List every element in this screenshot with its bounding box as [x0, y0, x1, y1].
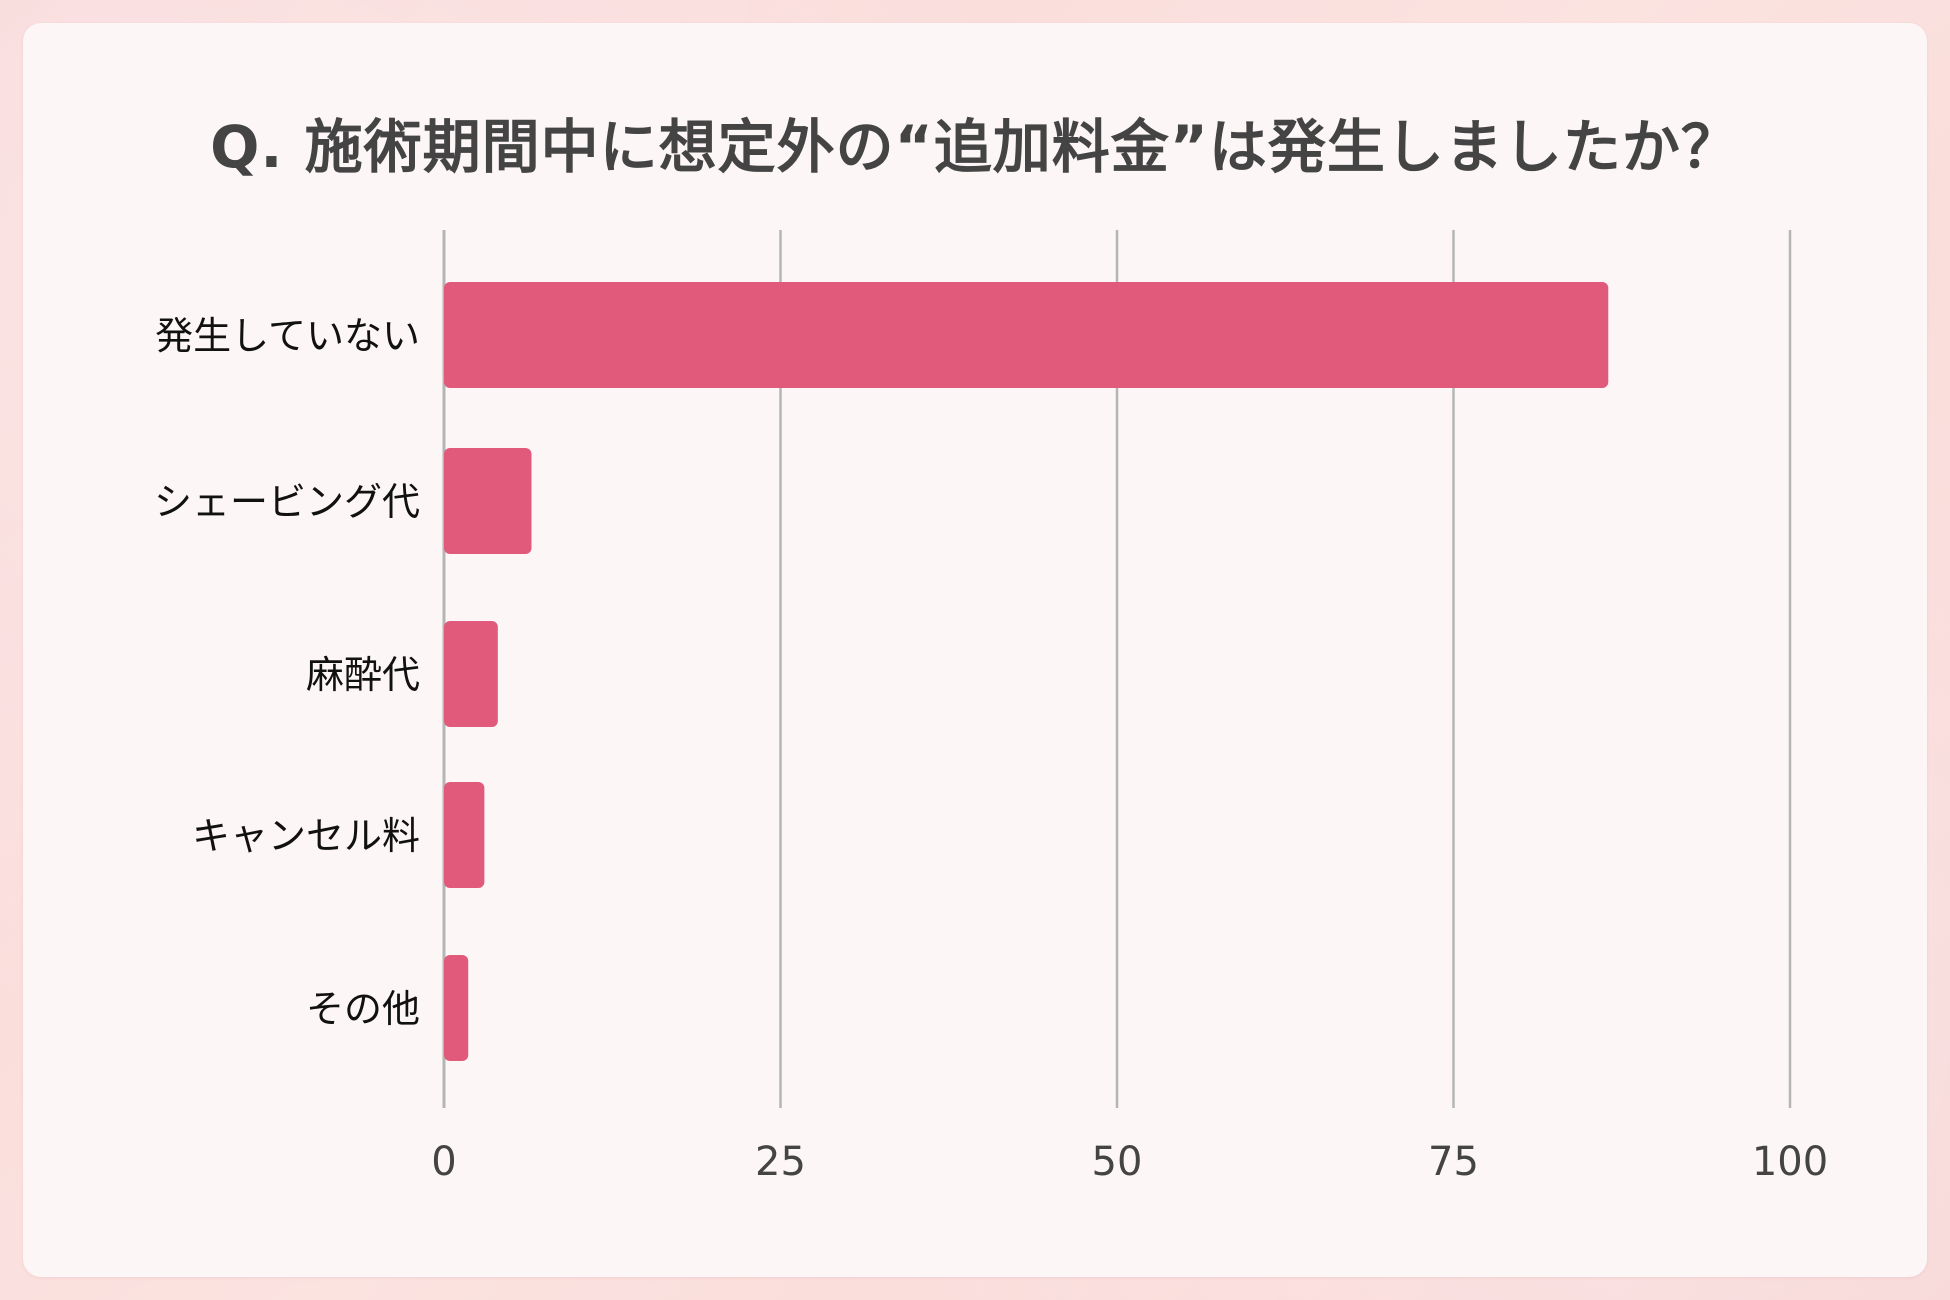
bar	[444, 782, 485, 888]
bar	[444, 282, 1609, 388]
chart-card	[23, 23, 1927, 1277]
category-label: 麻酔代	[306, 653, 420, 697]
chart-title: Q. 施術期間中に想定外の“追加料金”は発生しましたか？	[210, 113, 1740, 181]
category-label: キャンセル料	[192, 814, 420, 858]
category-label: その他	[306, 987, 420, 1031]
category-label: 発生していない	[155, 314, 420, 358]
bar	[444, 621, 498, 727]
x-tick-label: 75	[1428, 1139, 1479, 1185]
x-tick-label: 0	[431, 1139, 456, 1185]
x-tick-label: 50	[1092, 1139, 1143, 1185]
x-tick-label: 100	[1752, 1139, 1828, 1185]
category-label: シェービング代	[154, 480, 420, 524]
x-tick-label: 25	[755, 1139, 806, 1185]
bar	[444, 955, 469, 1061]
bar	[444, 448, 532, 554]
x-tick-labels: 0 25 50 75 100	[431, 1139, 1828, 1185]
bars	[444, 282, 1609, 1061]
